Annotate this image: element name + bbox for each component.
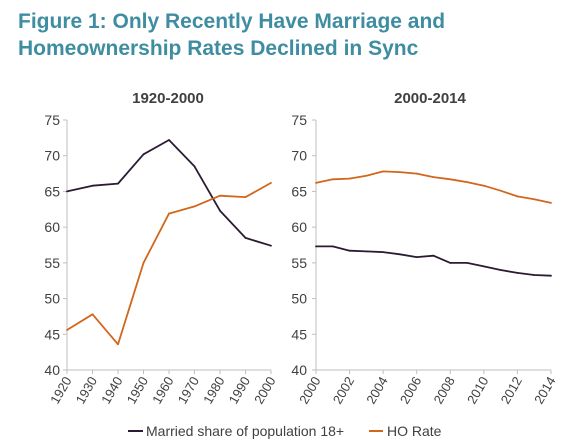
data-point [499, 269, 502, 271]
x-tick-label: 1920 [47, 374, 74, 407]
y-tick-label: 55 [291, 255, 307, 271]
data-point [550, 201, 552, 204]
x-tick-label: 2000 [296, 374, 323, 407]
data-point [244, 236, 247, 239]
x-tick-label: 2000 [251, 374, 278, 407]
data-point [348, 177, 351, 180]
data-point [142, 153, 145, 156]
x-tick-label: 1950 [124, 374, 151, 407]
data-point [432, 176, 435, 179]
panel-title: 2000-2014 [394, 90, 466, 107]
y-tick-label: 40 [291, 362, 307, 378]
x-tick-label: 2004 [363, 374, 390, 407]
data-point [315, 181, 317, 184]
data-point [193, 165, 196, 168]
x-tick-label: 2012 [498, 374, 525, 407]
data-point [331, 178, 334, 181]
married-share-series-line [316, 245, 552, 277]
x-tick-label: 1980 [200, 374, 227, 407]
x-tick-label: 2006 [397, 374, 424, 407]
panel-title: 1920-2000 [132, 90, 204, 107]
data-point [550, 274, 552, 277]
data-point [533, 274, 536, 276]
legend-ho-rate-label: HO Rate [387, 423, 442, 439]
x-tick-label: 1940 [98, 374, 125, 407]
ho-rate-series-line [66, 182, 272, 346]
data-point [466, 261, 468, 264]
data-point [499, 189, 502, 192]
data-point [270, 181, 272, 184]
data-point [244, 196, 247, 199]
data-point [432, 254, 435, 257]
data-point [168, 139, 170, 141]
y-tick-label: 65 [44, 183, 60, 199]
data-point [270, 244, 272, 247]
data-point [399, 171, 401, 174]
x-tick-label: 1960 [149, 374, 176, 407]
data-point [482, 265, 485, 268]
legend-married-label: Married share of population 18+ [146, 423, 344, 439]
data-point [315, 245, 317, 248]
data-point [91, 313, 94, 316]
data-point [449, 178, 452, 181]
y-tick-label: 60 [291, 219, 307, 235]
data-point [193, 205, 196, 208]
x-tick-label: 1990 [226, 374, 253, 407]
data-point [219, 194, 221, 197]
married-share-series-line [66, 139, 272, 247]
y-tick-label: 50 [44, 291, 60, 307]
y-tick-label: 75 [291, 112, 307, 128]
data-point [482, 184, 485, 187]
y-tick-label: 50 [291, 291, 307, 307]
data-point [117, 343, 119, 346]
y-tick-label: 70 [291, 148, 307, 164]
y-tick-label: 75 [44, 112, 60, 128]
x-tick-label: 2014 [531, 374, 558, 407]
y-tick-label: 70 [44, 148, 60, 164]
figure-title-line-1: Figure 1: Only Recently Have Marriage an… [18, 10, 446, 33]
data-point [415, 172, 418, 175]
data-point [533, 198, 536, 201]
y-tick-label: 60 [44, 219, 60, 235]
data-point [516, 271, 519, 274]
data-point [348, 249, 351, 252]
data-point [142, 261, 145, 264]
x-tick-label: 2002 [330, 374, 357, 407]
x-tick-label: 2008 [430, 374, 457, 407]
x-tick-label: 2010 [464, 374, 491, 407]
data-point [449, 261, 452, 264]
data-point [415, 256, 418, 259]
data-point [516, 195, 519, 198]
data-point [466, 181, 468, 184]
y-tick-label: 55 [44, 255, 60, 271]
y-tick-label: 40 [44, 362, 60, 378]
legend: Married share of population 18+ HO Rate [128, 423, 442, 439]
data-point [382, 251, 385, 254]
data-point [91, 184, 94, 187]
panel-1920-2000: 1920-2000 40 45 50 55 60 65 70 75 192019301940195… [44, 90, 278, 407]
data-point [331, 245, 334, 248]
data-point [66, 190, 68, 193]
data-point [365, 174, 368, 177]
data-point [365, 250, 368, 253]
data-point [168, 212, 170, 215]
panel-2000-2014: 2000-2014 40 45 50 55 60 65 70 75 2000 2002 2004 200… [291, 90, 558, 407]
y-tick-label: 65 [291, 183, 307, 199]
y-tick-label: 45 [44, 326, 60, 342]
figure-title-line-2: Homeownership Rates Declined in Sync [18, 37, 419, 60]
data-point [399, 253, 401, 256]
y-tick-label: 45 [291, 326, 307, 342]
figure-title: Figure 1: Only Recently Have Marriage an… [18, 8, 568, 62]
data-point [382, 170, 385, 173]
x-tick-label: 1970 [175, 374, 202, 407]
data-point [66, 329, 68, 331]
x-tick-label: 1930 [73, 374, 100, 407]
data-point [117, 182, 119, 185]
ho-rate-series-line [315, 170, 552, 204]
data-point [219, 209, 221, 212]
